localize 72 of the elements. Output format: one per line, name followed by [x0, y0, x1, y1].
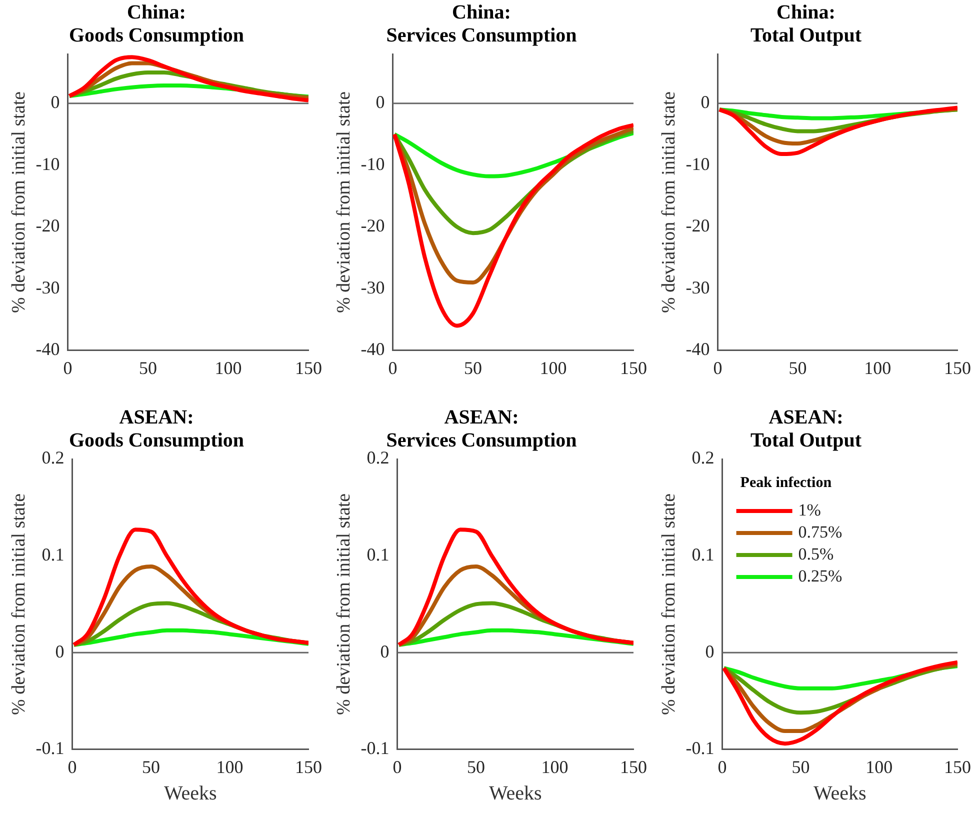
y-tick-label: 0.1: [366, 544, 390, 565]
x-tick-label: 150: [295, 756, 322, 777]
chart-title: ASEAN: Total Output: [750, 406, 862, 452]
x-tick-label: 150: [620, 756, 647, 777]
y-tick-label: 0: [700, 92, 710, 112]
legend-label: 0.75%: [798, 522, 842, 542]
y-tick-label: 0: [705, 641, 714, 662]
chart-title: ASEAN: Goods Consumption: [68, 406, 244, 452]
x-tick-label: 50: [792, 756, 810, 777]
y-tick-label: -10: [36, 154, 60, 174]
legend-label: 0.25%: [798, 566, 842, 586]
line-series: [397, 528, 634, 647]
y-tick-label: -0.1: [360, 738, 390, 758]
y-tick-label: 0.1: [42, 544, 64, 565]
y-tick-label: -10: [360, 154, 385, 174]
x-tick-label: 150: [295, 358, 322, 378]
x-axis-title: Weeks: [813, 782, 867, 804]
x-tick-label: 100: [540, 358, 567, 378]
x-tick-label: 50: [142, 756, 160, 777]
x-tick-label: 100: [541, 756, 568, 777]
y-tick-label: -20: [360, 216, 385, 236]
y-tick-label: 0: [380, 641, 390, 662]
chart-title: China: Goods Consumption: [68, 2, 244, 47]
y-tick-label: -20: [686, 216, 710, 236]
x-tick-label: 100: [864, 358, 892, 378]
y-tick-label: -40: [36, 339, 60, 360]
x-tick-label: 50: [139, 358, 158, 378]
y-tick-label: 0.2: [692, 448, 714, 468]
x-tick-label: 150: [944, 756, 971, 777]
y-tick-label: -30: [686, 277, 710, 298]
legend-label: 0.5%: [798, 544, 834, 564]
x-tick-label: 150: [944, 358, 971, 378]
y-axis-title: % deviation from initial state: [8, 91, 30, 314]
y-tick-label: -0.1: [686, 738, 714, 758]
y-tick-label: -20: [36, 216, 60, 236]
x-axis-title: Weeks: [488, 782, 542, 804]
line-series: [72, 528, 308, 647]
x-tick-label: 100: [866, 756, 893, 777]
y-axis-title: % deviation from initial state: [333, 493, 354, 716]
x-tick-label: 0: [68, 756, 77, 777]
line-series: [68, 55, 308, 102]
y-axis-title: % deviation from initial state: [658, 91, 680, 314]
y-tick-label: 0: [55, 641, 64, 662]
y-tick-label: 0.1: [692, 544, 714, 565]
x-tick-label: 50: [464, 358, 482, 378]
y-tick-label: -40: [686, 339, 710, 360]
x-tick-label: 0: [718, 756, 727, 777]
chart-title: China: Services Consumption: [386, 2, 577, 47]
x-tick-label: 150: [620, 358, 647, 378]
line-series: [722, 660, 958, 746]
line-series: [718, 106, 958, 156]
x-tick-label: 100: [216, 756, 244, 777]
y-tick-label: -0.1: [36, 738, 64, 758]
y-tick-label: 0: [50, 92, 60, 112]
x-axis-title: Weeks: [164, 782, 218, 804]
y-axis-title: % deviation from initial state: [8, 493, 30, 716]
y-tick-label: -30: [360, 277, 385, 298]
y-axis-title: % deviation from initial state: [333, 91, 354, 314]
y-tick-label: -30: [36, 277, 60, 298]
legend-title: Peak infection: [740, 474, 832, 491]
x-tick-label: 50: [788, 358, 807, 378]
chart-title: China: Total Output: [750, 2, 862, 47]
y-tick-label: -40: [360, 339, 385, 360]
line-series: [392, 123, 634, 328]
y-axis-title: % deviation from initial state: [658, 493, 680, 716]
x-tick-label: 100: [214, 358, 242, 378]
legend-label: 1%: [798, 500, 821, 520]
y-tick-label: -10: [686, 154, 710, 174]
y-tick-label: 0.2: [42, 448, 64, 468]
x-tick-label: 0: [392, 756, 402, 777]
y-tick-label: 0: [376, 92, 385, 112]
x-tick-label: 50: [467, 756, 486, 777]
